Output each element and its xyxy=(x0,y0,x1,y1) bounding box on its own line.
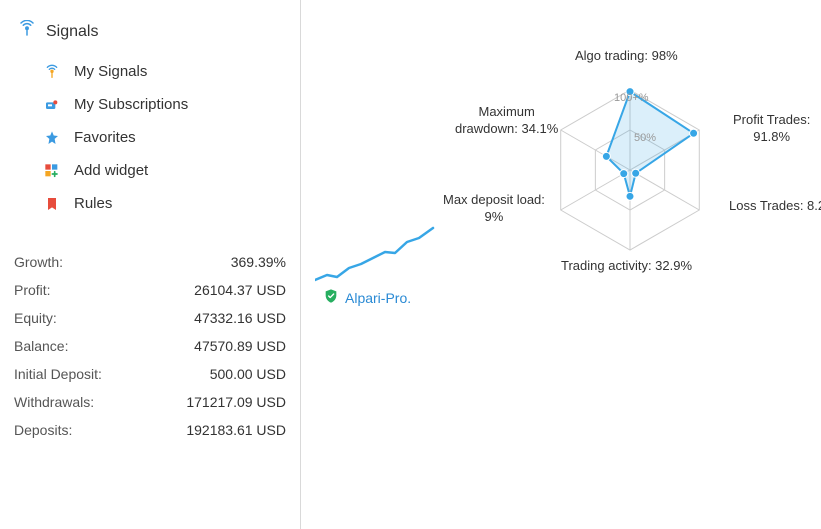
radar-axis-label-maxload: Max deposit load:9% xyxy=(443,192,545,226)
signals-small-icon xyxy=(42,64,62,80)
stat-label: Deposits: xyxy=(14,422,72,438)
stat-label: Withdrawals: xyxy=(14,394,94,410)
sidebar-item-my-subscriptions[interactable]: My Subscriptions xyxy=(14,88,286,121)
radar-axis-label-loss: Loss Trades: 8.2% xyxy=(729,198,821,215)
sidebar-item-my-signals[interactable]: My Signals xyxy=(14,55,286,88)
star-icon xyxy=(42,130,62,146)
widgets-icon xyxy=(42,163,62,179)
account-link[interactable]: Alpari-Pro. xyxy=(323,288,411,307)
sidebar-root-label: Signals xyxy=(46,23,98,41)
vertical-divider xyxy=(300,0,301,529)
stat-value: 47570.89 USD xyxy=(194,338,286,354)
radar-chart: Algo trading: 98% Profit Trades:91.8% Lo… xyxy=(445,40,815,300)
sidebar-item-favorites[interactable]: Favorites xyxy=(14,121,286,154)
sidebar: Signals My Signals My Subscriptions Favo… xyxy=(0,0,300,444)
radar-axis-label-activity: Trading activity: 32.9% xyxy=(561,258,692,275)
shield-check-icon xyxy=(323,288,339,307)
stat-value: 47332.16 USD xyxy=(194,310,286,326)
stat-row: Equity: 47332.16 USD xyxy=(14,304,286,332)
bookmark-icon xyxy=(42,196,62,212)
sidebar-item-label: Favorites xyxy=(74,129,136,146)
mailbox-icon xyxy=(42,97,62,113)
stat-value: 171217.09 USD xyxy=(186,394,286,410)
sidebar-item-label: My Subscriptions xyxy=(74,96,188,113)
stat-value: 500.00 USD xyxy=(210,366,286,382)
sparkline-chart xyxy=(315,220,435,290)
radar-axis-label-profit: Profit Trades:91.8% xyxy=(733,112,810,146)
signals-icon xyxy=(18,20,36,43)
radar-axis-label-algo: Algo trading: 98% xyxy=(575,48,678,65)
radar-axis-label-drawdown: Maximumdrawdown: 34.1% xyxy=(455,104,558,138)
stat-row: Balance: 47570.89 USD xyxy=(14,332,286,360)
stat-label: Equity: xyxy=(14,310,57,326)
stat-value: 26104.37 USD xyxy=(194,282,286,298)
stat-label: Profit: xyxy=(14,282,51,298)
stat-row: Deposits: 192183.61 USD xyxy=(14,416,286,444)
stat-label: Growth: xyxy=(14,254,63,270)
stat-row: Withdrawals: 171217.09 USD xyxy=(14,388,286,416)
stat-row: Growth: 369.39% xyxy=(14,248,286,276)
sidebar-item-label: Add widget xyxy=(74,162,148,179)
stat-value: 192183.61 USD xyxy=(186,422,286,438)
radar-tick-50: 50% xyxy=(634,132,656,144)
sidebar-root[interactable]: Signals xyxy=(18,20,286,43)
stat-label: Balance: xyxy=(14,338,68,354)
account-stats: Growth: 369.39% Profit: 26104.37 USD Equ… xyxy=(14,248,286,444)
sidebar-item-rules[interactable]: Rules xyxy=(14,187,286,220)
stat-row: Initial Deposit: 500.00 USD xyxy=(14,360,286,388)
sidebar-item-add-widget[interactable]: Add widget xyxy=(14,154,286,187)
sidebar-item-label: Rules xyxy=(74,195,112,212)
account-name: Alpari-Pro. xyxy=(345,290,411,306)
stat-value: 369.39% xyxy=(231,254,286,270)
radar-tick-100: 100+% xyxy=(614,92,649,104)
main-panel: Alpari-Pro. Algo trading: 98% Profit Tra… xyxy=(315,0,821,529)
sidebar-item-label: My Signals xyxy=(74,63,147,80)
stat-row: Profit: 26104.37 USD xyxy=(14,276,286,304)
stat-label: Initial Deposit: xyxy=(14,366,102,382)
